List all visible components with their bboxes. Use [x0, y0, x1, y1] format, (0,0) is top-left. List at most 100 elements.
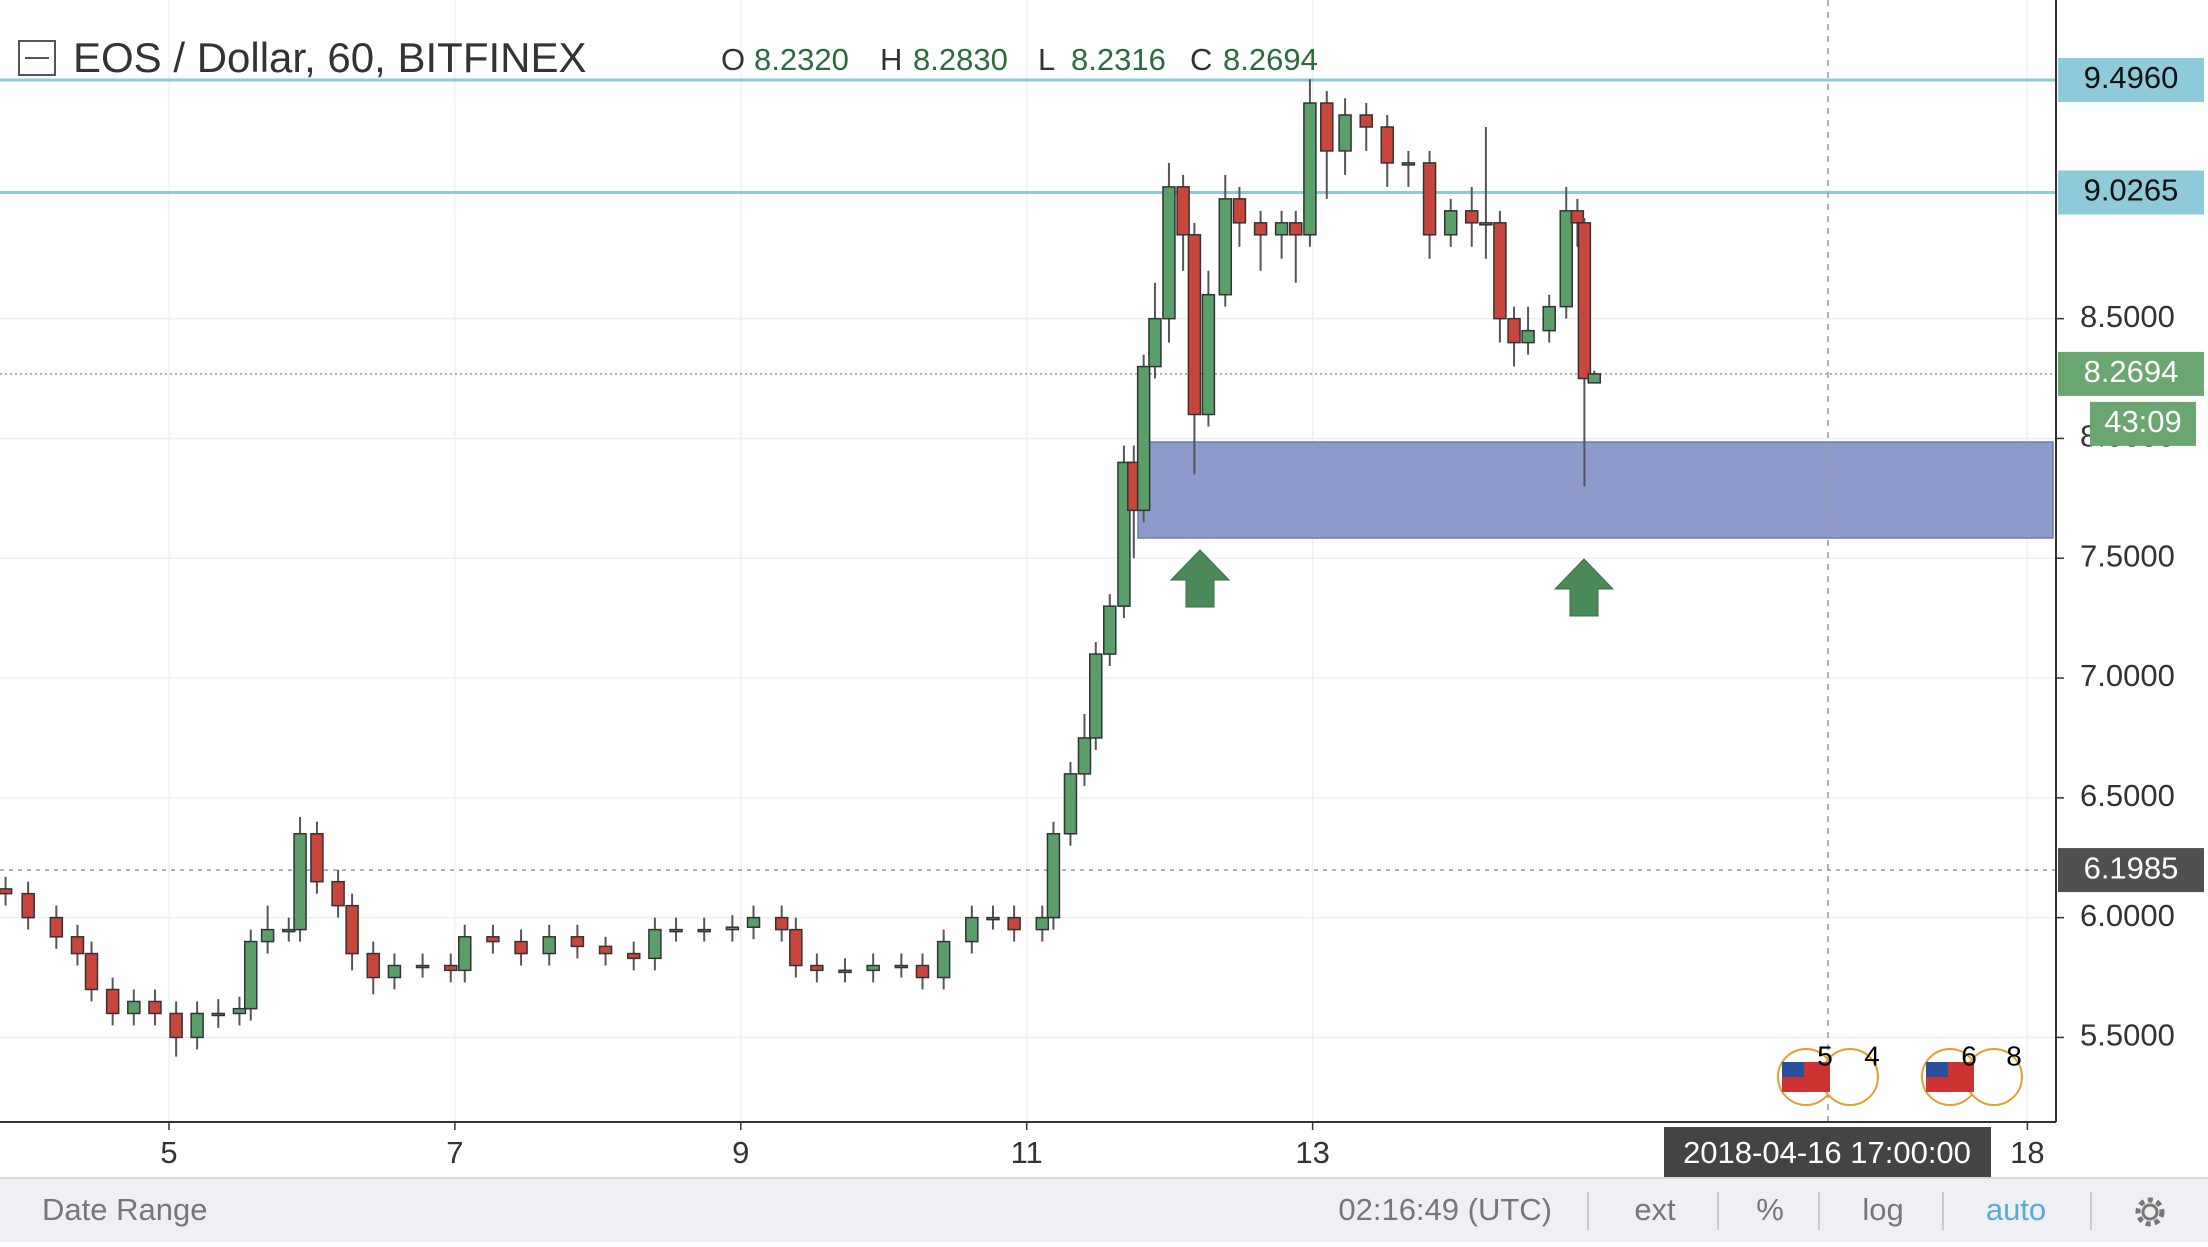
- candle-body: [1464, 210, 1479, 224]
- candle-body: [282, 928, 296, 933]
- candle-body: [725, 926, 740, 931]
- candle-body: [1380, 126, 1394, 164]
- ohlc-value: 8.2316: [1071, 42, 1166, 77]
- crosshair-price-label: 6.1985: [2084, 850, 2179, 885]
- candle-body: [936, 940, 951, 979]
- ohlc-value: 8.2830: [913, 42, 1008, 77]
- x-tick-label: 13: [1295, 1135, 1329, 1170]
- toolbar: [0, 1178, 2208, 1242]
- crosshair-time: 2018-04-16 17:00:00: [1683, 1135, 1971, 1170]
- gear-icon: [2141, 1203, 2159, 1221]
- candle-body: [648, 928, 662, 960]
- countdown-badge: [2090, 401, 2196, 446]
- candle-body: [243, 940, 258, 1010]
- log-button[interactable]: log: [1862, 1192, 1903, 1227]
- candle-body: [345, 904, 359, 955]
- candle-body: [366, 952, 381, 979]
- last-price-label: 8.2694: [2084, 354, 2179, 389]
- candle-body: [190, 1012, 204, 1039]
- y-tick-label: 5.5000: [2080, 1018, 2175, 1053]
- date-range-button[interactable]: Date Range: [42, 1192, 207, 1227]
- candle-body: [1046, 833, 1061, 919]
- up-arrow: [1169, 549, 1231, 608]
- ohlc-key: H: [880, 42, 902, 77]
- candle-body: [84, 952, 99, 991]
- percent-button[interactable]: %: [1756, 1192, 1784, 1227]
- candle-body: [260, 928, 275, 943]
- candle-body: [1303, 102, 1317, 236]
- candle-body: [387, 964, 402, 979]
- level-badge: [2058, 58, 2204, 103]
- price-badges: 5.50006.00006.50007.00007.50008.00008.50…: [2056, 58, 2204, 1053]
- crosshair-price-badge: [2058, 848, 2204, 893]
- y-tick-label: 7.5000: [2080, 538, 2175, 573]
- candle-body: [598, 945, 613, 955]
- candle-body: [1493, 222, 1507, 320]
- grid: [0, 0, 2056, 1122]
- candle-body: [669, 928, 683, 933]
- candle-body: [21, 892, 35, 919]
- x-tick-label: 11: [1011, 1135, 1043, 1170]
- ext-button[interactable]: ext: [1634, 1192, 1676, 1227]
- candle-body: [49, 916, 64, 938]
- symbol-title: EOS / Dollar, 60, BITFINEX: [73, 34, 587, 81]
- candle-body: [1077, 737, 1092, 775]
- candle-body: [542, 936, 556, 955]
- event-count: 4: [1864, 1040, 1880, 1071]
- x-tick-label: 18: [2010, 1135, 2044, 1170]
- ohlc-value: 8.2320: [754, 42, 849, 77]
- x-tick-label: 7: [446, 1135, 463, 1170]
- candle-body: [1587, 373, 1602, 384]
- candle-body: [70, 936, 85, 955]
- candle-body: [1232, 198, 1247, 224]
- flag-icon: [1782, 1062, 1804, 1077]
- x-axis: 5 7 9 11 13 18: [160, 1122, 2045, 1170]
- candle-body: [789, 928, 803, 967]
- x-tick-label: 9: [732, 1135, 749, 1170]
- candle-body: [148, 1000, 162, 1015]
- candle-body: [1320, 102, 1334, 152]
- candle-body: [1117, 461, 1131, 607]
- candle-body: [1103, 605, 1117, 655]
- candle-body: [626, 952, 641, 960]
- candle-body: [1253, 222, 1268, 236]
- settings-button[interactable]: [2135, 1197, 2165, 1227]
- candle-body: [1521, 329, 1535, 344]
- crosshair-time-badge: [1664, 1127, 1991, 1179]
- candle-body: [458, 936, 472, 972]
- ohlc-key: C: [1190, 42, 1212, 77]
- events[interactable]: 5 4 6 8: [1777, 1040, 2023, 1106]
- candle-body: [1089, 653, 1103, 739]
- ohlc-legend: O 8.2320 H 8.2830 L 8.2316 C 8.2694: [721, 42, 1318, 77]
- candle-body: [1218, 198, 1233, 296]
- candle-body: [866, 964, 880, 972]
- ohlc-key: L: [1038, 42, 1055, 77]
- candle-body: [838, 969, 852, 974]
- y-tick-label: 8.5000: [2080, 299, 2175, 334]
- gear-teeth: [2135, 1197, 2165, 1227]
- candle-body: [697, 928, 711, 933]
- ohlc-value: 8.2694: [1223, 42, 1318, 77]
- y-tick-label: 7.0000: [2080, 658, 2175, 693]
- event-count: 8: [2006, 1040, 2022, 1071]
- candle-body: [1176, 186, 1190, 236]
- y-tick-label: 6.0000: [2080, 898, 2175, 933]
- level-label: 9.0265: [2084, 173, 2179, 208]
- candle-body: [1443, 210, 1458, 236]
- candle-body: [211, 1012, 226, 1017]
- candle-body: [1570, 210, 1585, 224]
- candle-body: [1542, 305, 1556, 332]
- candle-body: [486, 936, 500, 943]
- auto-button[interactable]: auto: [1986, 1192, 2046, 1227]
- candle-body: [293, 833, 307, 931]
- candle-body: [1063, 773, 1078, 835]
- candle-body: [1422, 162, 1437, 236]
- zone-rectangle: [1137, 441, 2054, 539]
- candle-body: [443, 964, 458, 972]
- candle-body: [1162, 186, 1176, 320]
- candle-body: [310, 833, 324, 883]
- candle-body: [1577, 222, 1592, 380]
- candle-body: [1559, 210, 1573, 308]
- candle-body: [232, 1007, 247, 1015]
- candle-body: [105, 988, 120, 1015]
